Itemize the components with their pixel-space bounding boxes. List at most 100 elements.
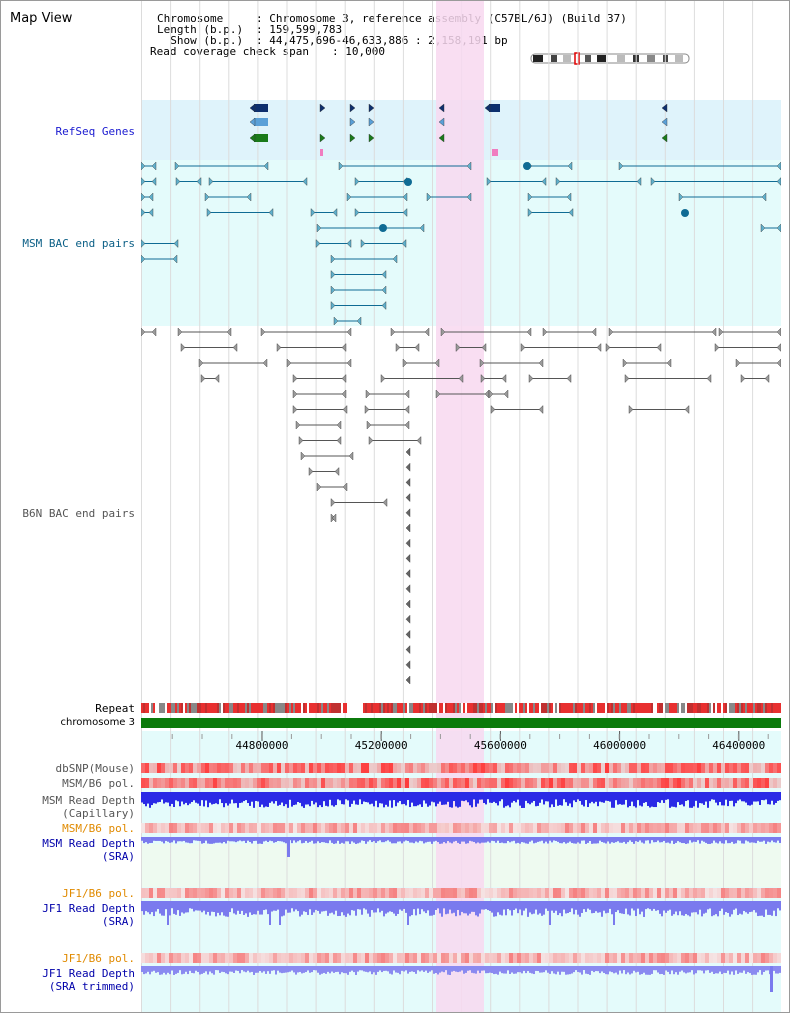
jf1-b6-pol2-cell bbox=[541, 953, 545, 963]
jf1-b6-pol-cell bbox=[669, 888, 673, 898]
msm-depth-cap-bar bbox=[159, 792, 161, 802]
msm-pair-dot bbox=[681, 209, 689, 217]
jf1-depth-sra-bar bbox=[181, 901, 183, 913]
jf1-b6-pol2-cell bbox=[629, 953, 633, 963]
msm-depth-sra-bar bbox=[377, 837, 379, 842]
repeat-segment bbox=[203, 703, 205, 713]
gene-arrow bbox=[319, 103, 326, 113]
jf1-depth-sra-bar bbox=[157, 901, 159, 910]
jf1-depth-sra-bar bbox=[323, 901, 325, 912]
dbsnp-cell bbox=[201, 763, 205, 773]
msm-b6-pol2-cell bbox=[677, 823, 681, 833]
msm-depth-sra-bar bbox=[547, 837, 549, 844]
msm-depth-sra-bar bbox=[279, 837, 281, 842]
repeat-segment bbox=[309, 703, 311, 713]
msm-b6-pol2-cell bbox=[641, 823, 645, 833]
jf1-depth-trim-bar bbox=[467, 966, 469, 971]
jf1-b6-pol2-cell bbox=[721, 953, 725, 963]
jf1-depth-trim-bar bbox=[437, 966, 439, 975]
msm-pair-end bbox=[148, 208, 154, 217]
jf1-b6-pol2-cell bbox=[309, 953, 313, 963]
msm-depth-sra-bar bbox=[273, 837, 275, 843]
msm-b6-pol-cell bbox=[713, 778, 717, 788]
msm-b6-pol2-cell bbox=[761, 823, 765, 833]
msm-b6-pol-cell bbox=[381, 778, 385, 788]
dbsnp-cell bbox=[165, 763, 169, 773]
jf1-b6-pol-cell bbox=[517, 888, 521, 898]
repeat-segment bbox=[713, 703, 715, 713]
repeat-segment bbox=[705, 703, 707, 713]
jf1-depth-sra-bar bbox=[239, 901, 241, 914]
msm-depth-sra-bar bbox=[453, 837, 455, 842]
repeat-segment bbox=[635, 703, 637, 713]
jf1-depth-trim-bar bbox=[623, 966, 625, 971]
repeat-segment bbox=[733, 703, 735, 713]
jf1-b6-pol2-cell bbox=[605, 953, 609, 963]
jf1-b6-pol-cell bbox=[609, 888, 613, 898]
jf1-b6-pol-cell bbox=[293, 888, 297, 898]
msm-depth-cap-bar bbox=[627, 792, 629, 808]
msm-depth-cap-bar bbox=[285, 792, 287, 805]
jf1-b6-pol2-cell bbox=[425, 953, 429, 963]
jf1-b6-pol-cell bbox=[629, 888, 633, 898]
jf1-depth-sra-bar bbox=[681, 901, 683, 916]
msm-depth-sra-bar bbox=[591, 837, 593, 844]
msm-b6-pol2-cell bbox=[745, 823, 749, 833]
genome-plot[interactable]: 44800000 45200000 45600000 46000000 46400000 bbox=[141, 1, 781, 1013]
repeat-segment bbox=[247, 703, 249, 713]
jf1-b6-pol-cell bbox=[441, 888, 445, 898]
chromosome-ideogram[interactable] bbox=[529, 51, 693, 67]
jf1-b6-pol-cell bbox=[185, 888, 189, 898]
jf1-b6-pol2-cell bbox=[161, 953, 165, 963]
gene-arrow bbox=[661, 117, 668, 127]
msm-b6-pol-cell bbox=[249, 778, 253, 788]
msm-b6-pol-cell bbox=[417, 778, 421, 788]
jf1-depth-sra-bar bbox=[661, 901, 663, 917]
jf1-b6-pol-cell bbox=[417, 888, 421, 898]
msm-depth-sra-bar bbox=[647, 837, 649, 841]
msm-depth-sra-bar bbox=[369, 837, 371, 841]
msm-b6-pol-cell bbox=[717, 778, 721, 788]
msm-depth-cap-bar bbox=[183, 792, 185, 805]
msm-depth-cap-bar bbox=[523, 792, 525, 808]
msm-depth-cap-bar bbox=[697, 792, 699, 808]
b6n-end-marker bbox=[405, 629, 411, 639]
msm-depth-cap-bar bbox=[713, 792, 715, 800]
jf1-depth-trim-bar bbox=[457, 966, 459, 973]
gene-arrow bbox=[249, 103, 256, 113]
dbsnp-cell bbox=[585, 763, 589, 773]
jf1-b6-pol-cell bbox=[305, 888, 309, 898]
msm-depth-sra-bar bbox=[373, 837, 375, 842]
msm-pair-end bbox=[333, 316, 339, 326]
dbsnp-cell bbox=[649, 763, 653, 773]
msm-b6-pol-cell bbox=[765, 778, 769, 788]
msm-depth-sra-bar bbox=[375, 837, 377, 843]
msm-b6-pol-cell bbox=[213, 778, 217, 788]
msm-depth-sra-bar bbox=[141, 837, 143, 841]
b6n-pair-end bbox=[404, 405, 410, 414]
b6n-pair-end bbox=[286, 358, 292, 368]
jf1-b6-pol-cell bbox=[653, 888, 657, 898]
msm-depth-cap-bar bbox=[531, 792, 533, 803]
jf1-b6-pol-cell bbox=[317, 888, 321, 898]
jf1-depth-sra-bar bbox=[357, 901, 359, 910]
msm-depth-sra-bar bbox=[549, 837, 551, 841]
msm-depth-sra-bar bbox=[415, 837, 417, 842]
msm-depth-sra-bar bbox=[541, 837, 543, 841]
msm-depth-cap-bar bbox=[459, 792, 461, 807]
msm-depth-sra-bar bbox=[693, 837, 695, 842]
jf1-b6-pol2-cell bbox=[281, 953, 285, 963]
msm-depth-cap-bar bbox=[367, 792, 369, 803]
jf1-b6-pol-cell bbox=[573, 888, 577, 898]
msm-depth-sra-bar bbox=[301, 837, 303, 844]
jf1-depth-sra-bar bbox=[769, 901, 771, 915]
jf1-depth-sra-bar bbox=[237, 901, 239, 911]
msm-b6-pol2-cell bbox=[561, 823, 565, 833]
gene-arrow bbox=[249, 133, 256, 143]
show-key: Show (b.p.) bbox=[170, 34, 244, 47]
dbsnp-cell bbox=[489, 763, 493, 773]
b6n-pair-end bbox=[656, 343, 662, 352]
msm-b6-pol-cell bbox=[605, 778, 609, 788]
msm-depth-sra-bar bbox=[595, 837, 597, 844]
dbsnp-cell bbox=[521, 763, 525, 773]
